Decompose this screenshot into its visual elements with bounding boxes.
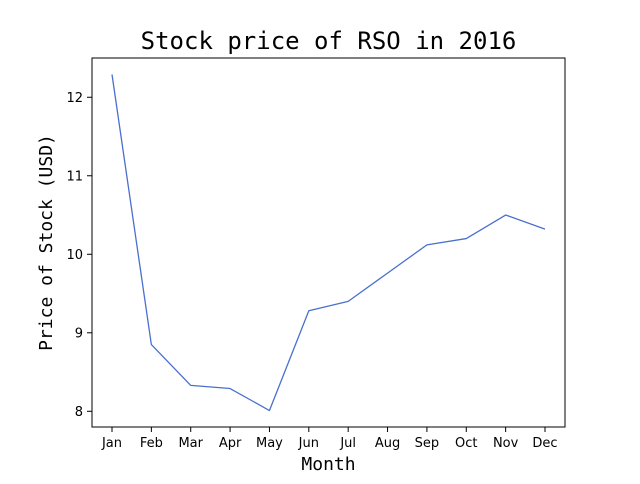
x-tick-label: Jul: [339, 436, 356, 451]
chart-title: Stock price of RSO in 2016: [141, 27, 517, 55]
y-tick-label: 12: [66, 91, 83, 106]
x-tick-label: Aug: [375, 436, 400, 451]
series-layer: [111, 74, 546, 412]
x-tick-label: Dec: [532, 436, 557, 451]
y-tick-label: 10: [66, 248, 83, 263]
x-axis-label: Month: [301, 454, 355, 475]
y-axis-label: Price of Stock (USD): [36, 134, 57, 351]
y-tick-label: 11: [66, 169, 83, 184]
x-tick-label: Oct: [455, 436, 477, 451]
x-tick-label: Apr: [219, 436, 242, 451]
x-tick-label: Mar: [178, 436, 203, 451]
y-tick-label: 8: [75, 405, 83, 420]
ticks-layer: Jan Feb Mar Apr May Jun Jul Aug Sep Oct Nov Dec 8 9 10…: [66, 91, 557, 451]
x-tick-label: Sep: [415, 436, 440, 451]
x-tick-label: Nov: [493, 436, 519, 451]
x-tick-label: Feb: [140, 436, 163, 451]
series-line: [111, 74, 546, 412]
y-tick-label: 9: [75, 326, 83, 341]
x-tick-label: Jun: [298, 436, 319, 451]
x-tick-label: May: [256, 436, 283, 451]
x-tick-label: Jan: [101, 436, 122, 451]
plot-area-frame: [91, 57, 566, 428]
